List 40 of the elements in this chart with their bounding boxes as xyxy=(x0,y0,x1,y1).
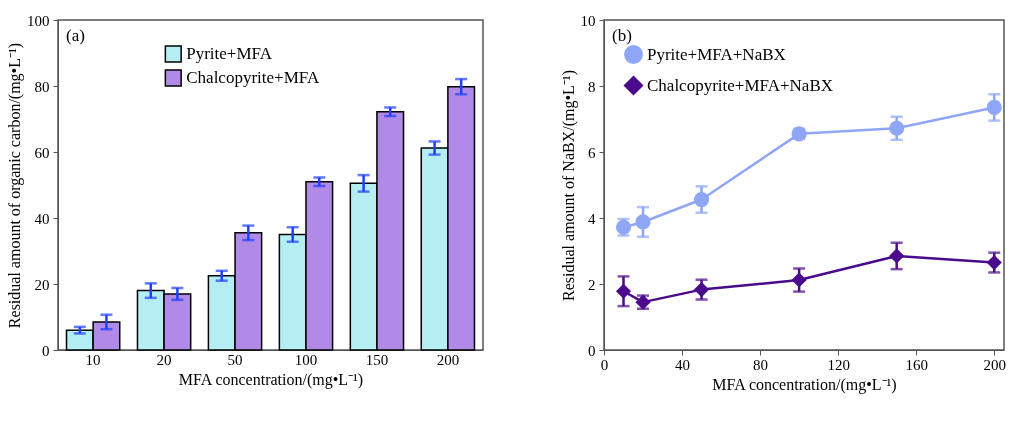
legend-label: Chalcopyrite+MFA+NaBX xyxy=(647,75,834,95)
y-tick-label: 2 xyxy=(588,276,596,293)
x-axis-title: MFA concentration/(mg•L⁻¹) xyxy=(178,370,364,389)
legend-label: Chalcopyrite+MFA xyxy=(186,68,320,87)
legend-label: Pyrite+MFA xyxy=(186,44,273,63)
x-tick-label: 50 xyxy=(227,351,243,368)
point xyxy=(986,99,1002,116)
y-axis-title: Residual amount of organic carbon/(mg•L⁻¹) xyxy=(6,42,24,329)
y-tick-label: 10 xyxy=(580,12,596,29)
point xyxy=(889,120,905,136)
point xyxy=(615,283,632,299)
x-tick-label: 40 xyxy=(675,356,691,373)
x-tick-label: 100 xyxy=(294,351,318,368)
point xyxy=(693,191,710,208)
y-tick-label: 80 xyxy=(34,78,50,95)
x-tick-label: 200 xyxy=(436,351,460,368)
y-axis-title: Residual amount of NaBX/(mg•L⁻¹) xyxy=(559,70,578,301)
y-tick-label: 6 xyxy=(588,144,596,161)
point xyxy=(791,272,807,288)
annotation: (b) xyxy=(612,26,632,45)
x-tick-label: 20 xyxy=(156,351,172,368)
y-tick-label: 40 xyxy=(34,210,50,227)
x-tick-label: 160 xyxy=(905,356,928,373)
y-tick-label: 4 xyxy=(588,210,596,227)
legend-label: Pyrite+MFA+NaBX xyxy=(647,44,786,64)
point xyxy=(635,214,651,230)
x-tick-label: 150 xyxy=(365,351,389,368)
point xyxy=(889,248,905,264)
x-tick-label: 0 xyxy=(600,356,609,373)
y-tick-label: 60 xyxy=(34,144,50,161)
x-tick-label: 10 xyxy=(85,351,101,368)
annotation: (a) xyxy=(66,26,85,45)
y-tick-label: 8 xyxy=(588,78,596,95)
y-tick-label: 100 xyxy=(27,12,50,29)
x-axis-title: MFA concentration/(mg•L⁻¹) xyxy=(712,375,897,394)
point xyxy=(693,282,710,298)
x-tick-label: 200 xyxy=(983,356,1006,373)
x-tick-label: 120 xyxy=(827,356,850,373)
x-tick-label: 80 xyxy=(753,356,769,373)
y-tick-label: 20 xyxy=(34,276,50,293)
